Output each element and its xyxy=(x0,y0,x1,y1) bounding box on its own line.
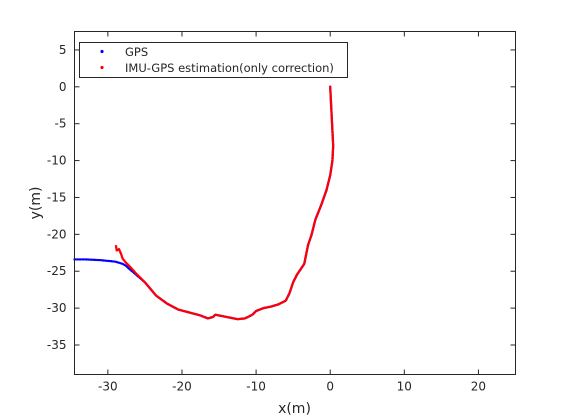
y-tick-label: -5 xyxy=(55,117,67,131)
y-tick-label: -10 xyxy=(47,154,67,168)
y-tick-label: 5 xyxy=(59,43,67,57)
x-tick-label: 20 xyxy=(471,380,486,394)
x-tick-label: 0 xyxy=(326,380,334,394)
x-tick-label: 10 xyxy=(397,380,412,394)
x-tick-label: -20 xyxy=(172,380,192,394)
x-tick-label: -30 xyxy=(98,380,118,394)
x-axis-label: x(m) xyxy=(278,401,311,417)
data-layer xyxy=(73,85,335,321)
legend-box xyxy=(79,42,348,78)
y-tick-label: -15 xyxy=(47,190,67,204)
legend-label-imu-gps: IMU-GPS estimation(only correction) xyxy=(125,61,334,75)
legend-marker-gps xyxy=(100,49,104,54)
legend-marker-imu-gps xyxy=(100,65,104,70)
y-tick-label: -20 xyxy=(47,227,67,241)
legend: GPS IMU-GPS estimation(only correction) xyxy=(79,42,348,78)
y-tick-label: -25 xyxy=(47,264,67,278)
y-tick-label: -35 xyxy=(47,338,67,352)
data-point xyxy=(329,85,332,89)
x-tick-label: -10 xyxy=(246,380,266,394)
tick-layer: -30 -20 -10 0 10 20 5 0 -5 -10 -15 -20 -25 -30 -35 xyxy=(47,31,516,394)
series-imu-gps-estimation xyxy=(114,85,335,321)
y-tick-label: 0 xyxy=(59,80,67,94)
y-tick-label: -30 xyxy=(47,301,67,315)
y-axis-label: y(m) xyxy=(28,187,44,220)
axes-box xyxy=(74,31,516,375)
legend-label-gps: GPS xyxy=(125,45,148,59)
plot-area xyxy=(74,31,515,374)
